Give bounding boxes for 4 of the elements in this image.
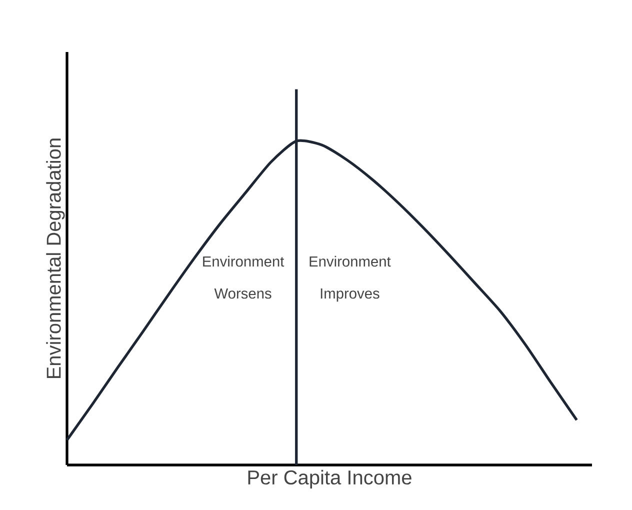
- text: Environment Worsens: [203, 256, 284, 299]
- x-axis-title: Per Capita Income: [248, 470, 412, 489]
- text: Environment Improves: [310, 256, 391, 302]
- y-axis-title: Environmental Degradation: [46, 138, 65, 378]
